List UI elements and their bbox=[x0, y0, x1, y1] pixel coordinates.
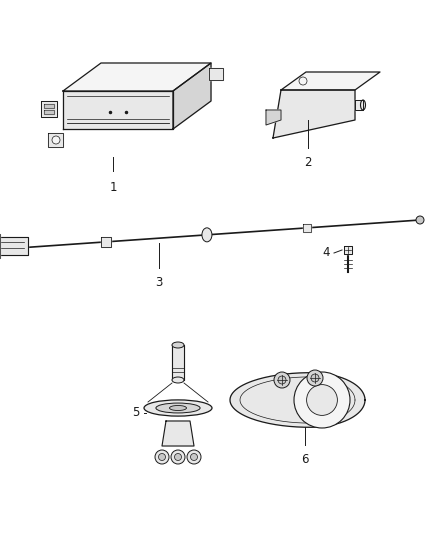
Polygon shape bbox=[162, 421, 194, 446]
Circle shape bbox=[307, 370, 323, 386]
Circle shape bbox=[294, 372, 350, 428]
Text: 6: 6 bbox=[301, 453, 309, 466]
Ellipse shape bbox=[144, 400, 212, 416]
Circle shape bbox=[278, 376, 286, 384]
Text: 5: 5 bbox=[132, 407, 140, 419]
Polygon shape bbox=[273, 90, 355, 138]
Ellipse shape bbox=[172, 377, 184, 383]
Polygon shape bbox=[173, 63, 211, 129]
Polygon shape bbox=[230, 373, 365, 427]
Circle shape bbox=[52, 136, 60, 144]
Polygon shape bbox=[304, 224, 311, 232]
Circle shape bbox=[171, 450, 185, 464]
Polygon shape bbox=[41, 101, 57, 117]
Polygon shape bbox=[63, 63, 211, 91]
Ellipse shape bbox=[156, 403, 200, 413]
Circle shape bbox=[307, 385, 337, 415]
Polygon shape bbox=[355, 100, 363, 110]
Text: 4: 4 bbox=[322, 246, 330, 260]
Polygon shape bbox=[172, 345, 184, 380]
Polygon shape bbox=[209, 68, 223, 80]
Circle shape bbox=[311, 374, 319, 382]
Polygon shape bbox=[281, 72, 380, 90]
Ellipse shape bbox=[416, 216, 424, 224]
Ellipse shape bbox=[170, 406, 187, 410]
Polygon shape bbox=[266, 110, 281, 125]
Polygon shape bbox=[44, 104, 54, 108]
Circle shape bbox=[155, 450, 169, 464]
Circle shape bbox=[174, 454, 181, 461]
Circle shape bbox=[299, 77, 307, 85]
Ellipse shape bbox=[172, 342, 184, 348]
Circle shape bbox=[274, 372, 290, 388]
Ellipse shape bbox=[202, 228, 212, 242]
Ellipse shape bbox=[360, 100, 365, 110]
Circle shape bbox=[187, 450, 201, 464]
Polygon shape bbox=[344, 246, 352, 254]
Text: 3: 3 bbox=[155, 276, 162, 289]
Polygon shape bbox=[44, 110, 54, 114]
Text: 2: 2 bbox=[304, 156, 312, 169]
Circle shape bbox=[159, 454, 166, 461]
Polygon shape bbox=[102, 237, 111, 247]
Polygon shape bbox=[63, 91, 173, 129]
Circle shape bbox=[191, 454, 198, 461]
Text: 1: 1 bbox=[109, 181, 117, 194]
Polygon shape bbox=[0, 237, 28, 255]
Polygon shape bbox=[48, 133, 63, 147]
